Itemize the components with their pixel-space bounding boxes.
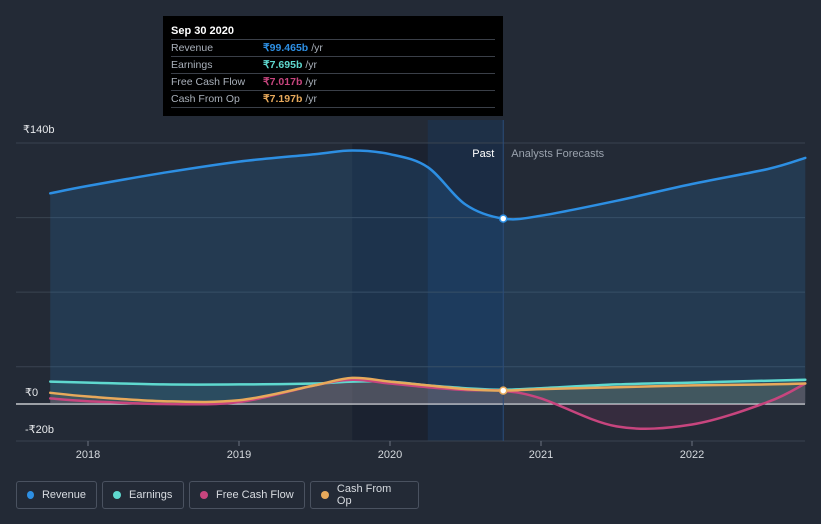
tooltip-unit: /yr	[305, 59, 318, 71]
tooltip-date: Sep 30 2020	[171, 25, 234, 37]
x-tick-label: 2018	[76, 449, 100, 461]
tooltip-unit: /yr	[305, 93, 318, 105]
free-cash-flow-line	[49, 378, 807, 430]
legend-dot	[113, 491, 121, 499]
past-label: Past	[472, 148, 494, 160]
x-tick-label: 2019	[227, 449, 251, 461]
legend-dot	[27, 491, 34, 499]
tooltip-label: Free Cash Flow	[171, 76, 246, 88]
revenue-area	[50, 150, 806, 404]
cash-from-op-area	[50, 377, 806, 404]
x-tick-label: 2022	[680, 449, 704, 461]
tooltip-label: Earnings	[171, 59, 213, 71]
y-tick-label: -₹20b	[25, 424, 55, 436]
tooltip-unit: /yr	[311, 42, 323, 54]
tooltip-value: ₹7.017b	[263, 76, 303, 88]
tooltip-row-free-cash-flow: Free Cash Flow ₹7.017b /yr	[171, 73, 495, 90]
tooltip-row-revenue: Revenue ₹99.465b /yr	[171, 39, 495, 56]
x-tick-label: 2020	[378, 449, 402, 461]
revenue-marker	[499, 214, 508, 223]
tooltip-label: Revenue	[171, 42, 214, 54]
y-tick-label: ₹140b	[23, 124, 55, 136]
cash-from-op-marker	[499, 386, 508, 395]
legend-dot	[200, 491, 208, 499]
tooltip-unit: /yr	[305, 76, 318, 88]
y-tick-label: ₹0	[25, 387, 39, 399]
tooltip-row-earnings: Earnings ₹7.695b /yr	[171, 56, 495, 73]
legend-dot	[321, 491, 329, 499]
hover-tooltip: Sep 30 2020 Revenue ₹99.465b /yr Earning…	[163, 16, 503, 116]
legend-label: Revenue	[41, 489, 86, 501]
legend-label: Earnings	[129, 489, 173, 501]
tooltip-value: ₹7.695b	[263, 59, 303, 71]
free-cash-flow-area	[50, 379, 806, 429]
tooltip-row-cash-from-op: Cash From Op ₹7.197b /yr	[171, 90, 495, 108]
legend-label: Cash From Op	[336, 483, 392, 507]
tooltip-label: Cash From Op	[171, 93, 240, 105]
cash-from-op-line	[49, 376, 807, 404]
legend-label: Free Cash Flow	[216, 489, 294, 501]
tooltip-value: ₹99.465b	[263, 42, 309, 54]
legend-cash-from-op[interactable]: Cash From Op	[310, 481, 419, 509]
forecast-label: Analysts Forecasts	[511, 148, 604, 160]
tooltip-value: ₹7.197b	[263, 93, 303, 105]
revenue-line	[49, 149, 807, 221]
x-tick-label: 2021	[529, 449, 553, 461]
legend-free-cash-flow[interactable]: Free Cash Flow	[189, 481, 305, 509]
legend-earnings[interactable]: Earnings	[102, 481, 184, 509]
legend-revenue[interactable]: Revenue	[16, 481, 97, 509]
earnings-area	[50, 379, 806, 404]
